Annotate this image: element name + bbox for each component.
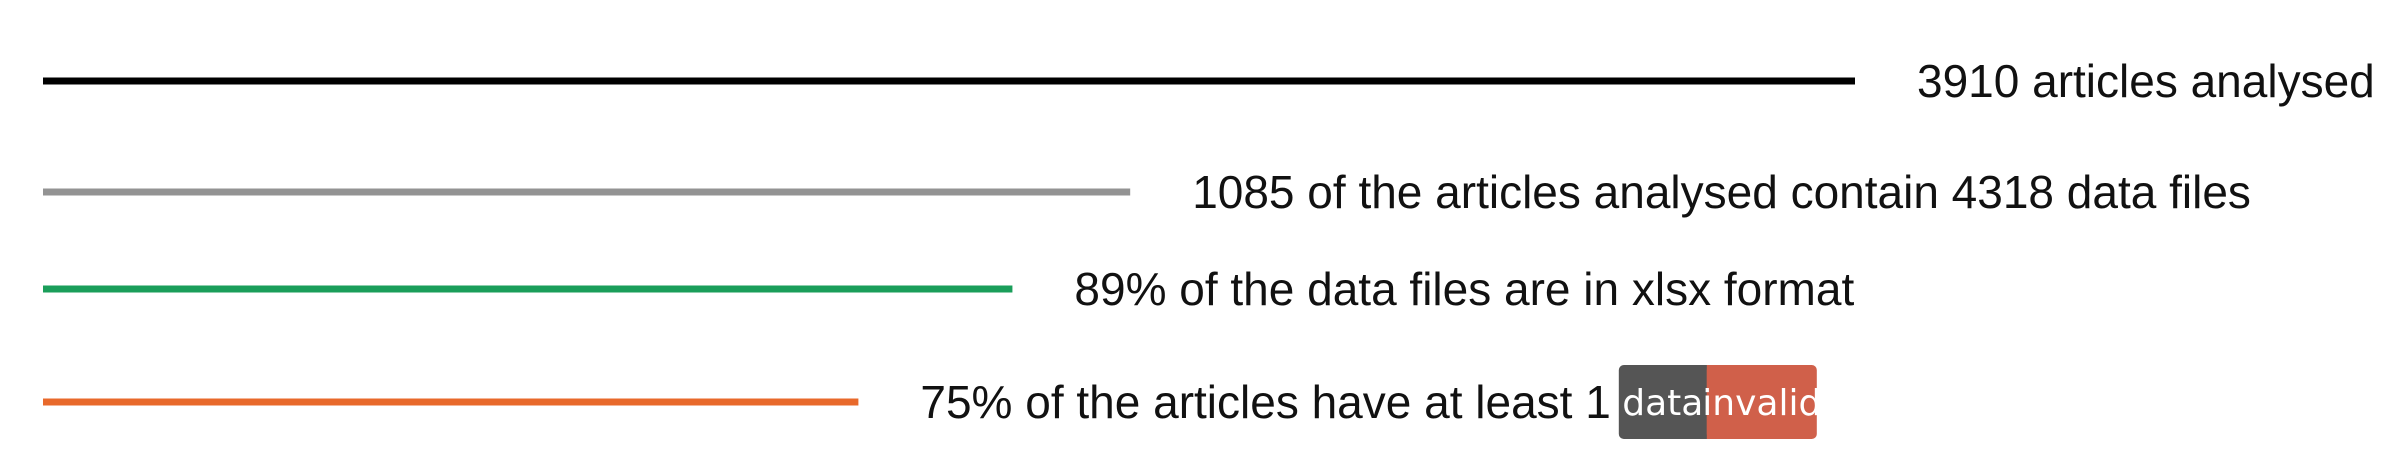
label-data-invalid: 75% of the articles have at least 1	[920, 376, 1610, 428]
badge-right-join	[1706, 365, 1715, 439]
label-xlsx-format: 89% of the data files are in xlsx format	[1074, 263, 1854, 315]
badge-right-segment	[1706, 365, 1817, 439]
label-articles-with-data-files: 1085 of the articles analysed contain 43…	[1192, 166, 2251, 218]
chart-rows: 3910 articles analysed 1085 of the articl…	[43, 55, 2375, 439]
badge-right-text: invalid	[1702, 383, 1821, 424]
label-articles-analysed: 3910 articles analysed	[1917, 55, 2375, 107]
badge-left-text: data	[1622, 383, 1703, 424]
badge-left-segment	[1618, 365, 1715, 439]
